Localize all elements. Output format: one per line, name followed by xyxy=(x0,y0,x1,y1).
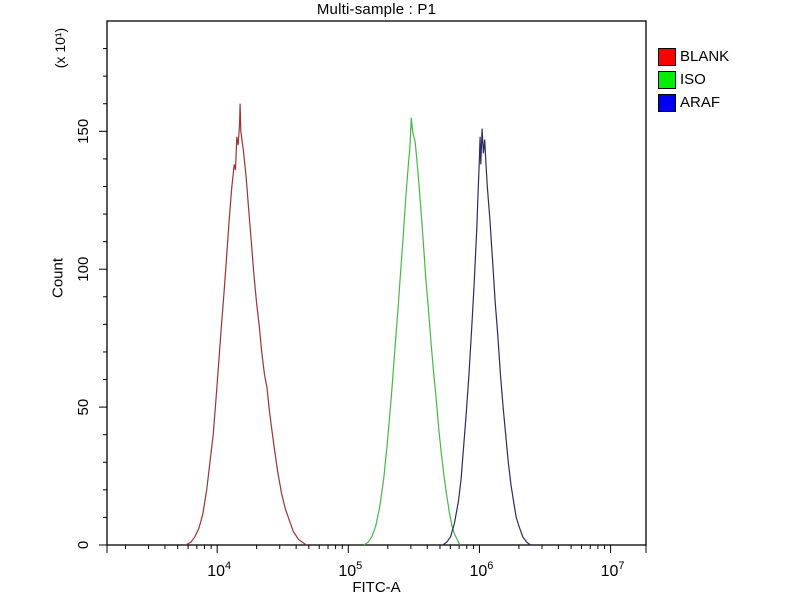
x-axis-ticks xyxy=(124,545,612,553)
legend: BLANK ISO ARAF xyxy=(658,48,729,112)
x-tick-label: 106 xyxy=(469,560,493,580)
legend-item-iso: ISO xyxy=(658,71,729,89)
x-tick-label: 105 xyxy=(338,560,362,580)
y-tick-label: 150 xyxy=(75,119,92,144)
curve-blank xyxy=(185,103,307,546)
curve-araf xyxy=(442,128,531,546)
legend-swatch-blank xyxy=(658,48,676,66)
x-tick-label: 104 xyxy=(207,560,231,580)
legend-item-araf: ARAF xyxy=(658,94,729,112)
legend-label: ARAF xyxy=(680,94,721,111)
chart-title: Multi-sample : P1 xyxy=(316,1,437,18)
y-axis-multiplier-label: (x 10¹) xyxy=(52,27,68,69)
y-tick-label: 100 xyxy=(75,257,92,282)
x-axis-title: FITC-A xyxy=(352,579,401,596)
x-tick-label: 107 xyxy=(601,560,625,580)
plot-border xyxy=(106,20,647,546)
legend-swatch-iso xyxy=(658,71,676,89)
y-axis-title: Count xyxy=(49,257,67,299)
curve-iso xyxy=(363,117,461,546)
legend-item-blank: BLANK xyxy=(658,48,729,66)
legend-label: ISO xyxy=(680,71,706,88)
y-axis-ticks xyxy=(99,48,107,546)
y-tick-label: 0 xyxy=(75,541,92,549)
y-tick-label: 50 xyxy=(75,399,92,416)
legend-swatch-araf xyxy=(658,94,676,112)
legend-label: BLANK xyxy=(680,48,730,65)
